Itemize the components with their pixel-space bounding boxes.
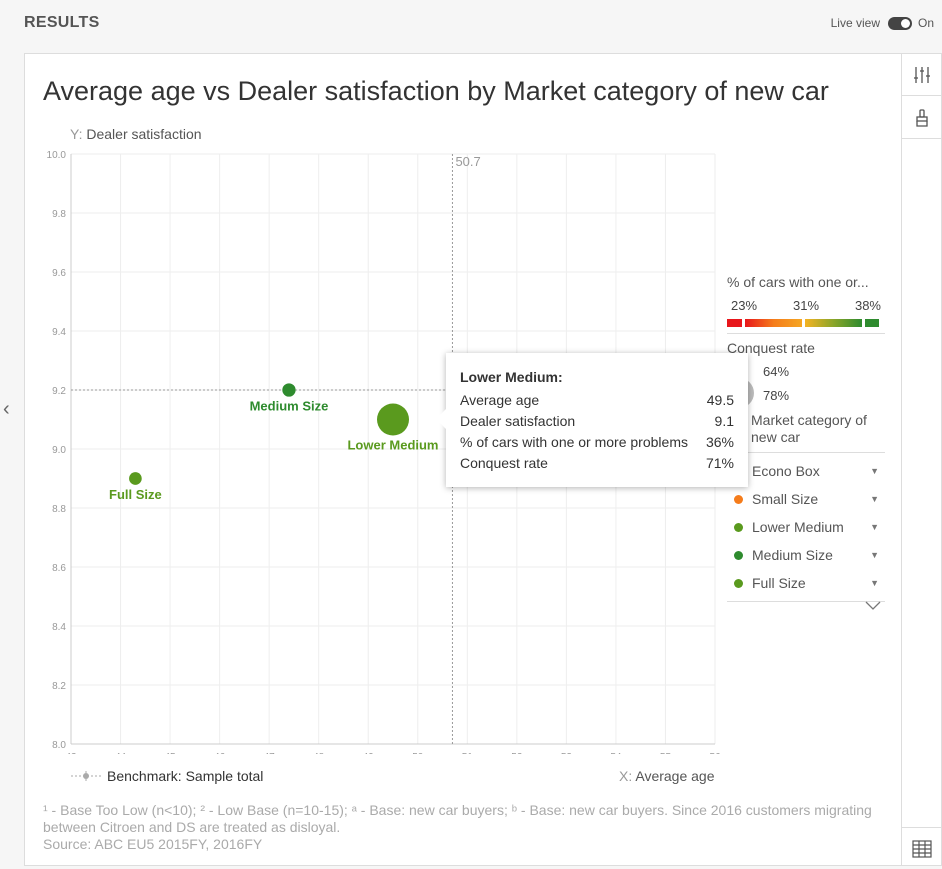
y-tick-label: 9.8 — [52, 209, 66, 220]
legend-item-medium-size[interactable]: Medium Size ▼ — [727, 541, 885, 569]
y-tick-label: 8.8 — [52, 504, 66, 515]
live-view-toggle[interactable] — [887, 16, 912, 30]
legend-dot — [734, 578, 743, 588]
benchmark-icon — [71, 771, 101, 781]
legend-dot — [734, 522, 743, 532]
x-tick-label: 54 — [610, 752, 622, 754]
chevron-down-icon[interactable]: ▼ — [870, 494, 879, 504]
y-tick-label: 9.4 — [52, 327, 66, 338]
x-tick-label: 49 — [363, 752, 375, 754]
live-view-label: Live view — [830, 16, 880, 30]
data-tooltip: Lower Medium: Average age 49.5 Dealer sat… — [436, 353, 748, 487]
legend-item-full-size[interactable]: Full Size ▼ — [727, 569, 885, 597]
category-legend-title: Market category of new car — [751, 412, 867, 445]
color-legend-mid: 31% — [792, 298, 820, 313]
sliders-icon[interactable] — [902, 54, 942, 96]
legend: % of cars with one or... 23% 31% 38% Con… — [727, 274, 885, 616]
footnotes: ¹ - Base Too Low (n<10); ² - Low Base (n… — [43, 802, 883, 853]
color-legend-max: 38% — [854, 298, 881, 313]
size-legend-max: 78% — [763, 388, 790, 403]
y-tick-label: 8.2 — [52, 681, 66, 692]
chart-panel: Average age vs Dealer satisfaction by Ma… — [24, 53, 902, 866]
x-tick-label: 53 — [561, 752, 573, 754]
y-tick-label: 10.0 — [47, 150, 67, 161]
x-tick-label: 52 — [511, 752, 523, 754]
x-tick-label: 55 — [660, 752, 672, 754]
y-tick-label: 9.0 — [52, 445, 66, 456]
tooltip-row: Conquest rate 71% — [460, 454, 734, 471]
chevron-left-icon[interactable]: ‹ — [3, 398, 10, 420]
x-tick-label: 46 — [214, 752, 226, 754]
legend-dot — [734, 494, 743, 504]
gradient-segment — [805, 319, 862, 327]
chart-title: Average age vs Dealer satisfaction by Ma… — [43, 76, 829, 106]
data-point-label: Full Size — [109, 487, 162, 502]
gradient-segment — [727, 319, 742, 327]
x-tick-label: 47 — [264, 752, 276, 754]
y-tick-label: 8.6 — [52, 563, 66, 574]
tooltip-row: Average age 49.5 — [460, 391, 734, 408]
side-toolbar — [902, 53, 942, 866]
x-tick-label: 45 — [165, 752, 177, 754]
data-point-label: Medium Size — [250, 399, 329, 414]
color-legend-min: 23% — [731, 298, 758, 313]
x-tick-label: 44 — [115, 752, 127, 754]
category-list: Econo Box ▼ Small Size ▼ Lower Medium ▼ Med… — [727, 457, 885, 597]
footnote-bases: ¹ - Base Too Low (n<10); ² - Low Base (n… — [43, 802, 872, 835]
size-legend-title: Conquest rate — [727, 340, 815, 356]
results-header: RESULTS Live view On — [0, 0, 942, 52]
benchmark-legend: Benchmark: Sample total — [71, 768, 263, 784]
gradient-segment — [745, 319, 802, 327]
brush-icon[interactable] — [902, 97, 942, 139]
color-gradient-bar — [727, 319, 885, 327]
x-tick-label: 50 — [412, 752, 424, 754]
data-point — [282, 383, 296, 397]
results-title: RESULTS — [24, 14, 100, 31]
legend-item-small-size[interactable]: Small Size ▼ — [727, 485, 885, 513]
x-tick-label: 48 — [313, 752, 325, 754]
chevron-down-icon[interactable]: ▼ — [870, 550, 879, 560]
benchmark-x-label: 50.7 — [455, 154, 480, 169]
size-legend-min: 64% — [763, 364, 790, 379]
live-view-state: On — [917, 16, 934, 30]
tooltip-title: Lower Medium: — [460, 369, 563, 385]
data-point — [377, 403, 409, 436]
y-axis-label: Y: Dealer satisfaction — [70, 126, 202, 142]
chevron-down-icon[interactable]: ▼ — [870, 522, 879, 532]
data-point-label: Lower Medium — [347, 438, 438, 453]
table-icon[interactable] — [902, 827, 942, 869]
x-tick-label: 51 — [462, 752, 474, 754]
tooltip-row: % of cars with one or more problems 36% — [460, 433, 734, 450]
legend-item-lower-medium[interactable]: Lower Medium ▼ — [727, 513, 885, 541]
y-tick-label: 8.0 — [52, 740, 66, 751]
data-point — [129, 472, 142, 485]
y-tick-label: 8.4 — [52, 622, 66, 633]
y-tick-label: 9.2 — [52, 386, 66, 397]
x-tick-label: 43 — [65, 752, 77, 754]
legend-item-econo-box[interactable]: Econo Box ▼ — [727, 457, 885, 485]
color-legend-title: % of cars with one or... — [727, 274, 869, 290]
gradient-segment — [865, 319, 879, 327]
y-tick-label: 9.6 — [52, 268, 66, 279]
legend-dot — [734, 550, 743, 560]
x-axis-label: X: Average age — [619, 768, 715, 784]
footnote-source: Source: ABC EU5 2015FY, 2016FY — [43, 836, 263, 852]
chevron-down-icon[interactable]: ▼ — [870, 578, 879, 588]
chevron-down-icon[interactable]: ▼ — [870, 466, 879, 476]
live-view-control[interactable]: Live view On — [831, 16, 934, 30]
legend-expand-icon[interactable] — [727, 598, 885, 616]
x-tick-label: 56 — [709, 752, 721, 754]
benchmark-label: Benchmark: Sample total — [107, 768, 264, 784]
tooltip-row: Dealer satisfaction 9.1 — [460, 412, 734, 429]
